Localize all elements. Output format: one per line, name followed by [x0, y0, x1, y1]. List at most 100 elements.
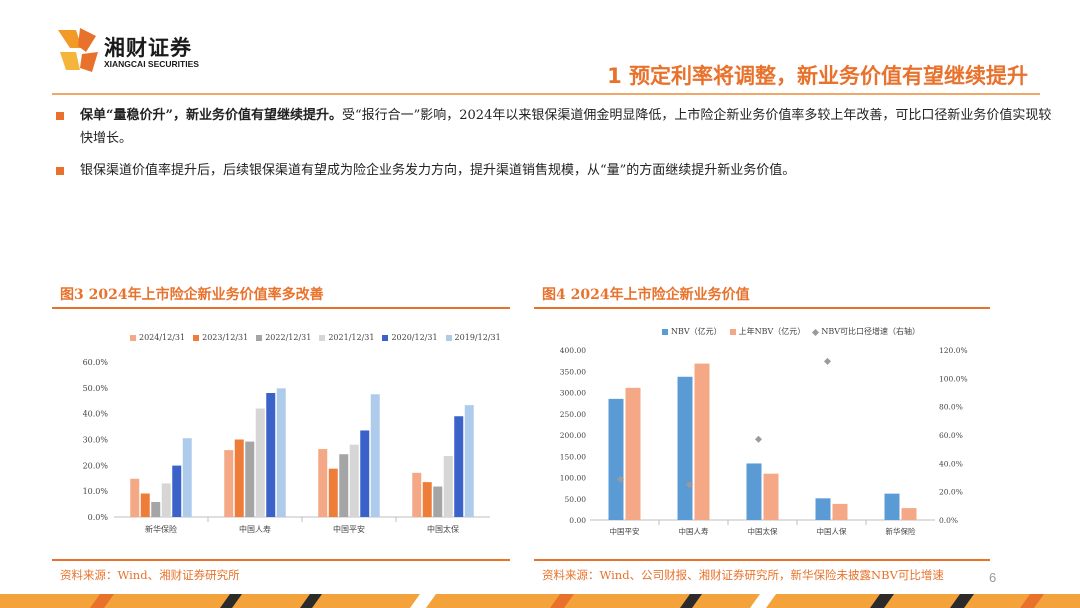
bar-NBV（亿元） — [746, 463, 762, 520]
bar-2019/12/31 — [370, 394, 380, 517]
y2-tick-label: 0.0% — [939, 516, 958, 525]
legend-label: 2021/12/31 — [328, 333, 375, 342]
figure-4-legend: NBV（亿元） 上年NBV（亿元） NBV可比口径增速（右轴） — [662, 326, 928, 337]
x-tick-label: 中国人寿 — [239, 524, 271, 534]
y-tick-label: 400.00 — [560, 346, 586, 355]
legend-item: 2022/12/31 — [256, 333, 311, 342]
y2-tick-label: 60.0% — [939, 431, 963, 440]
bar-2023/12/31 — [234, 439, 244, 517]
bar-2024/12/31 — [224, 450, 234, 517]
x-tick-label: 中国人寿 — [679, 526, 709, 536]
bar-上年NBV（亿元） — [625, 387, 641, 520]
figure-3-chart: 0.0% 10.0% 20.0% 30.0% 40.0% 50.0% 60.0% 新华保险 中国… — [74, 350, 504, 540]
legend-swatch — [382, 335, 389, 341]
xiangcai-logo-icon — [58, 28, 98, 72]
title-divider — [52, 93, 1040, 95]
figure-3-source: 资料来源：Wind、湘财证券研究所 — [60, 568, 240, 582]
bar-上年NBV（亿元） — [901, 508, 917, 520]
bar-2022/12/31 — [151, 502, 161, 517]
figure-4-source: 资料来源：Wind、公司财报、湘财证券研究所，新华保险未披露NBV可比增速 — [542, 568, 944, 582]
bar-2023/12/31 — [140, 493, 150, 517]
legend-swatch — [319, 335, 326, 341]
legend-item: 上年NBV（亿元） — [729, 326, 805, 337]
legend-label: 2020/12/31 — [391, 333, 438, 342]
figure-4-chart-svg: 0.00 50.00 100.00 150.00 200.00 250.00 300.00 3… — [560, 346, 968, 536]
legend-swatch — [130, 335, 136, 341]
y-tick-label: 250.00 — [560, 410, 586, 419]
legend-label: 2023/12/31 — [202, 333, 249, 342]
bar-2023/12/31 — [328, 468, 338, 517]
legend-label: NBV可比口径增速（右轴） — [821, 327, 920, 336]
x-tick-label: 中国平安 — [610, 526, 640, 536]
x-tick-label: 新华保险 — [886, 526, 916, 536]
legend-swatch — [662, 329, 668, 335]
legend-item: 2020/12/31 — [382, 333, 438, 342]
bar-2022/12/31 — [245, 441, 255, 517]
bar-上年NBV（亿元） — [763, 473, 779, 520]
y-tick-label: 20.0% — [83, 461, 109, 470]
bullet-point-1: 保单“量稳价升”，新业务价值有望继续提升。受“报行合一”影响，2024年以来银保… — [56, 104, 1056, 150]
bar-2019/12/31 — [464, 405, 474, 517]
bar-2023/12/31 — [422, 482, 432, 517]
bullet-1-bold-lead: 保单“量稳价升”，新业务价值有望继续提升。 — [80, 108, 342, 123]
legend-item: 2023/12/31 — [193, 333, 248, 342]
bar-2024/12/31 — [130, 478, 140, 517]
bar-上年NBV（亿元） — [694, 363, 710, 520]
bar-2024/12/31 — [318, 449, 328, 517]
legend-item: 2021/12/31 — [319, 333, 374, 342]
y-tick-label: 100.00 — [560, 474, 586, 483]
bar-NBV（亿元） — [608, 398, 624, 520]
figure-3-title-rule — [52, 307, 510, 309]
bar-2020/12/31 — [454, 416, 464, 517]
figure-4-source-rule — [534, 559, 990, 561]
x-tick-label: 中国人保 — [817, 526, 847, 536]
bar-NBV（亿元） — [677, 376, 693, 520]
legend-swatch — [193, 335, 200, 341]
logo-chinese-text: 湘财证券 — [104, 36, 192, 60]
y2-tick-label: 100.0% — [939, 374, 968, 383]
figure-4-chart: 0.00 50.00 100.00 150.00 200.00 250.00 300.00 3… — [540, 342, 980, 542]
bar-2019/12/31 — [182, 438, 192, 517]
legend-swatch — [812, 328, 820, 336]
growth-marker — [686, 481, 693, 489]
y-tick-label: 350.00 — [560, 367, 586, 376]
footer-stripe-decoration — [0, 594, 1080, 608]
x-tick-label: 新华保险 — [145, 524, 177, 534]
y2-tick-label: 20.0% — [939, 488, 963, 497]
bar-2021/12/31 — [443, 456, 453, 517]
figure-4-title-rule — [534, 307, 990, 309]
y-tick-label: 0.00 — [569, 516, 586, 525]
bar-NBV（亿元） — [815, 498, 831, 520]
growth-marker — [617, 475, 624, 483]
x-tick-label: 中国太保 — [427, 524, 459, 534]
y-tick-label: 10.0% — [83, 487, 109, 496]
growth-marker — [824, 357, 831, 365]
bar-上年NBV（亿元） — [832, 503, 848, 520]
bullet-marker — [56, 112, 64, 120]
bullet-1-text: 受“报行合一”影响，2024年以来银保渠道佣金明显降低，上市险企新业务价值率多较… — [80, 108, 1052, 146]
legend-label: 2019/12/31 — [454, 333, 501, 342]
logo-english-text: XIANGCAI SECURITIES — [104, 59, 199, 69]
figure-3-title: 图3 2024年上市险企新业务价值率多改善 — [60, 287, 324, 303]
y-tick-label: 300.00 — [560, 389, 586, 398]
legend-item: 2019/12/31 — [445, 333, 501, 342]
legend-label: 2022/12/31 — [265, 333, 312, 342]
y-tick-label: 30.0% — [83, 436, 109, 445]
legend-label: 2024/12/31 — [139, 333, 186, 342]
bar-2020/12/31 — [360, 430, 370, 517]
bullet-marker — [56, 167, 64, 175]
legend-swatch — [729, 329, 736, 335]
company-logo: 湘财证券 XIANGCAI SECURITIES — [56, 26, 226, 76]
legend-item: NBV可比口径增速（右轴） — [812, 326, 920, 337]
page-number: 6 — [989, 570, 997, 585]
growth-marker — [755, 435, 762, 443]
bar-2024/12/31 — [412, 472, 422, 517]
bar-2019/12/31 — [276, 388, 286, 517]
x-tick-label: 中国平安 — [333, 524, 365, 534]
page-title: 1 预定利率将调整，新业务价值有望继续提升 — [607, 64, 1028, 88]
bullet-2-text: 银保渠道价值率提升后，后续银保渠道有望成为险企业务发力方向，提升渠道销售规模，从… — [80, 163, 796, 178]
x-tick-label: 中国太保 — [748, 526, 778, 536]
y-tick-label: 50.0% — [83, 384, 109, 393]
bar-2022/12/31 — [433, 486, 443, 517]
legend-swatch — [256, 335, 263, 341]
